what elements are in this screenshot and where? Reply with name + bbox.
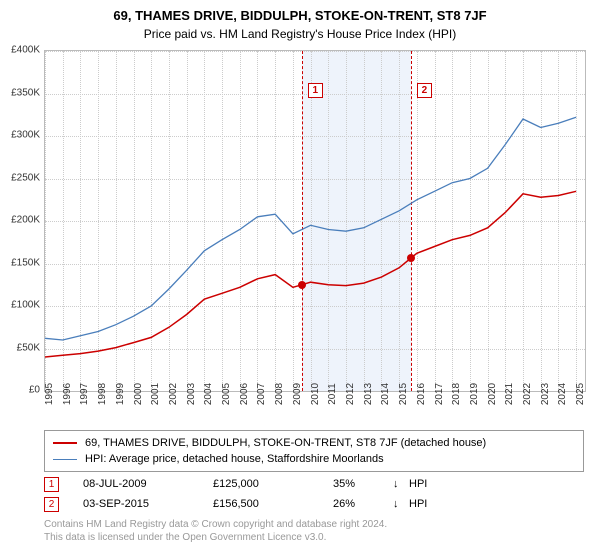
x-axis-label: 2011 [327, 383, 338, 405]
event-ref: HPI [409, 478, 427, 490]
x-axis-label: 2001 [150, 383, 161, 405]
x-axis-label: 2009 [292, 383, 303, 405]
chart-subtitle: Price paid vs. HM Land Registry's House … [0, 23, 600, 45]
event-ref: HPI [409, 498, 427, 510]
event-price: £125,000 [213, 478, 333, 490]
attribution-line-1: Contains HM Land Registry data © Crown c… [44, 518, 584, 531]
event-date: 03-SEP-2015 [83, 498, 213, 510]
series-line-hpi [45, 117, 576, 340]
event-badge: 1 [44, 477, 59, 492]
x-axis-label: 2002 [168, 383, 179, 405]
x-axis-label: 2022 [522, 383, 533, 405]
legend-label: 69, THAMES DRIVE, BIDDULPH, STOKE-ON-TRE… [85, 437, 486, 449]
x-axis-label: 2015 [398, 383, 409, 405]
event-badge: 2 [44, 497, 59, 512]
x-axis-label: 1996 [62, 383, 73, 405]
x-axis-label: 2007 [256, 383, 267, 405]
x-axis-label: 1998 [97, 383, 108, 405]
x-axis-label: 2016 [416, 383, 427, 405]
x-axis-label: 2017 [434, 383, 445, 405]
x-axis-label: 1995 [44, 383, 55, 405]
x-axis-label: 2006 [239, 383, 250, 405]
x-axis-label: 2018 [451, 383, 462, 405]
x-axis-label: 1999 [115, 383, 126, 405]
legend-swatch [53, 442, 77, 444]
event-date: 08-JUL-2009 [83, 478, 213, 490]
x-axis-label: 2020 [487, 383, 498, 405]
y-axis-label: £50K [2, 342, 40, 353]
x-axis-label: 2025 [575, 383, 586, 405]
x-axis-label: 2005 [221, 383, 232, 405]
chart-lines [45, 51, 585, 391]
y-axis-label: £150K [2, 257, 40, 268]
x-axis-label: 2014 [380, 383, 391, 405]
x-axis-label: 2023 [540, 383, 551, 405]
x-axis-label: 1997 [79, 383, 90, 405]
down-arrow-icon: ↓ [393, 478, 409, 490]
y-axis-label: £0 [2, 385, 40, 396]
y-axis-label: £200K [2, 215, 40, 226]
series-line-property [45, 191, 576, 357]
x-axis-label: 2013 [363, 383, 374, 405]
y-axis-label: £250K [2, 172, 40, 183]
event-row: 1 08-JUL-2009£125,00035%↓HPI [44, 474, 584, 494]
x-axis-label: 2021 [504, 383, 515, 405]
attribution-line-2: This data is licensed under the Open Gov… [44, 531, 584, 544]
legend-swatch [53, 459, 77, 460]
legend-label: HPI: Average price, detached house, Staf… [85, 453, 384, 465]
event-price: £156,500 [213, 498, 333, 510]
chart-title: 69, THAMES DRIVE, BIDDULPH, STOKE-ON-TRE… [0, 0, 600, 23]
x-axis-label: 2003 [186, 383, 197, 405]
legend-row: 69, THAMES DRIVE, BIDDULPH, STOKE-ON-TRE… [53, 435, 575, 451]
y-axis-label: £100K [2, 300, 40, 311]
x-axis-label: 2000 [133, 383, 144, 405]
y-axis-label: £300K [2, 130, 40, 141]
down-arrow-icon: ↓ [393, 498, 409, 510]
event-diff: 35% [333, 478, 393, 490]
legend-box: 69, THAMES DRIVE, BIDDULPH, STOKE-ON-TRE… [44, 430, 584, 472]
y-axis-label: £350K [2, 87, 40, 98]
x-axis-label: 2024 [557, 383, 568, 405]
chart-plot-area: 12 [44, 50, 586, 392]
y-axis-label: £400K [2, 45, 40, 56]
x-axis-label: 2012 [345, 383, 356, 405]
attribution-text: Contains HM Land Registry data © Crown c… [44, 518, 584, 544]
events-table: 1 08-JUL-2009£125,00035%↓HPI 2 03-SEP-2015£… [44, 474, 584, 514]
legend-row: HPI: Average price, detached house, Staf… [53, 451, 575, 467]
event-row: 2 03-SEP-2015£156,50026%↓HPI [44, 494, 584, 514]
x-axis-label: 2010 [310, 383, 321, 405]
event-diff: 26% [333, 498, 393, 510]
x-axis-label: 2004 [203, 383, 214, 405]
x-axis-label: 2019 [469, 383, 480, 405]
x-axis-label: 2008 [274, 383, 285, 405]
